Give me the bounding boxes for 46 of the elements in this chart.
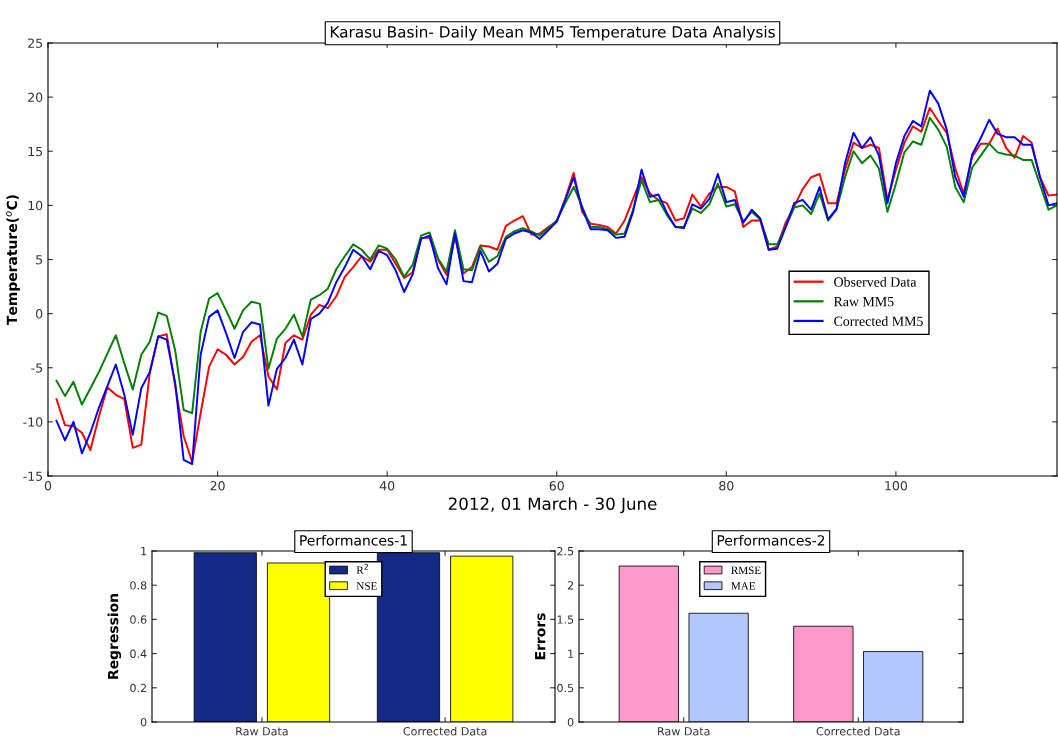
line-series — [55, 116, 1057, 415]
y-tick-label: 1 — [141, 547, 147, 556]
x-tick-label: Raw Data — [236, 727, 288, 736]
x-tick-label: 60 — [549, 481, 564, 491]
y-tick-label: 1 — [568, 649, 574, 658]
y-tick-label: 0.4 — [130, 649, 147, 658]
y-tick-label: 25 — [28, 38, 43, 48]
y-axis-title: Regression — [107, 594, 122, 679]
y-tick-label: 15 — [28, 146, 43, 157]
y-tick-label: 0.6 — [130, 615, 147, 624]
y-tick-label: 2.5 — [557, 546, 574, 556]
legend-label: Raw MM5 — [833, 297, 894, 307]
y-tick-label: -5 — [31, 363, 43, 373]
y-tick-label: 20 — [28, 92, 43, 103]
x-tick-label: 0 — [44, 481, 52, 491]
y-tick-label: 0 — [36, 309, 43, 319]
y-tick-label: 10 — [28, 200, 43, 211]
legend-label: RMSE — [731, 566, 761, 575]
x-tick-label: 40 — [379, 481, 395, 491]
y-tick-label: 2 — [567, 581, 574, 590]
y-tick-label: -15 — [23, 471, 43, 481]
x-tick-label: Raw Data — [658, 727, 710, 736]
y-tick-label: 0.8 — [130, 581, 147, 590]
x-tick-label: 80 — [719, 481, 734, 491]
legend-label: Observed Data — [834, 276, 917, 287]
y-tick-label: 0 — [567, 717, 574, 727]
x-tick-label: 100 — [885, 481, 907, 491]
legend-label: Corrected MM5 — [834, 316, 923, 326]
y-axis-title: Temperature($^{o}$C) — [6, 195, 20, 325]
chart-title: Performances-1 — [300, 534, 407, 546]
legend-label: MAE — [731, 582, 755, 590]
legend-label: NSE — [356, 582, 377, 590]
chart-title: Karasu Basin- Daily Mean MM5 Temperature Data Analysis — [330, 25, 775, 41]
x-axis-title: 2012, 01 March - 30 June — [448, 497, 657, 514]
y-axis-title: Errors — [535, 613, 546, 660]
x-tick-label: Corrected Data — [403, 726, 487, 736]
y-tick-label: 1.5 — [557, 615, 574, 624]
x-tick-label: Corrected Data — [816, 726, 900, 736]
y-tick-label: 0 — [140, 717, 147, 727]
y-tick-label: 0.5 — [557, 683, 574, 693]
chart-title: Performances-2 — [717, 534, 825, 546]
y-tick-label: -10 — [23, 417, 43, 427]
y-tick-label: 0.2 — [130, 683, 147, 693]
y-tick-label: 5 — [36, 255, 43, 265]
x-tick-label: 20 — [210, 481, 225, 491]
legend-label: R$^{2}$ — [356, 563, 369, 574]
